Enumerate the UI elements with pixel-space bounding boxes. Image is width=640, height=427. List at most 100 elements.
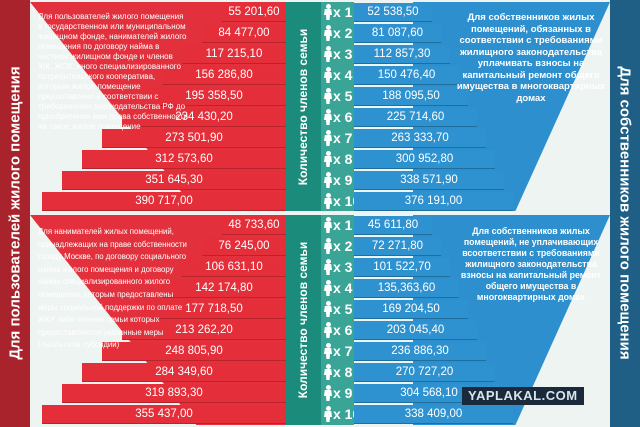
right-value-cell: 263 333,70 xyxy=(354,129,486,148)
family-members-cell: x 9 xyxy=(321,383,354,404)
left-value-cell: 234 430,20 xyxy=(122,108,286,127)
right-value: 263 333,70 xyxy=(391,132,449,144)
right-value-cell: 338 409,00 xyxy=(354,405,513,424)
family-members-cell: x 7 xyxy=(321,341,354,362)
member-count: x 10 xyxy=(333,193,361,209)
member-count: x 4 xyxy=(333,280,353,296)
person-icon xyxy=(324,130,332,146)
family-members-cell: x 2 xyxy=(321,23,354,44)
left-value-cell: 142 174,80 xyxy=(162,279,286,298)
member-count: x 10 xyxy=(333,406,361,422)
person-icon xyxy=(324,280,332,296)
left-value: 177 718,50 xyxy=(185,303,243,315)
person-icon xyxy=(324,88,332,104)
top-center-column: Количество членов семьи xyxy=(286,2,321,211)
member-count: x 1 xyxy=(333,217,353,233)
right-value: 338 409,00 xyxy=(404,408,463,420)
right-value-cell: 188 095,50 xyxy=(354,87,468,106)
top-left-description: Для пользователей жилого помещения в гос… xyxy=(38,12,188,131)
left-value-cell: 355 437,00 xyxy=(42,405,286,424)
left-value: 351 645,30 xyxy=(145,174,203,186)
right-value-cell: 225 714,60 xyxy=(354,108,477,127)
person-icon xyxy=(324,172,332,188)
person-icon xyxy=(324,343,332,359)
right-value: 188 095,50 xyxy=(382,90,440,102)
right-value: 169 204,50 xyxy=(382,303,440,315)
person-icon xyxy=(324,67,332,83)
right-value: 236 886,30 xyxy=(391,345,449,357)
member-count: x 6 xyxy=(333,322,353,338)
right-value: 376 191,00 xyxy=(404,195,463,207)
right-value: 45 611,80 xyxy=(367,219,419,231)
member-count: x 5 xyxy=(333,301,353,317)
left-value: 390 717,00 xyxy=(135,195,193,207)
left-value-cell: 312 573,60 xyxy=(82,150,286,169)
right-value-cell: 45 611,80 xyxy=(354,216,432,235)
right-value: 101 522,70 xyxy=(373,261,431,273)
member-count: x 5 xyxy=(333,88,353,104)
right-value: 300 952,80 xyxy=(395,153,454,165)
left-value: 248 805,90 xyxy=(165,345,223,357)
member-count: x 6 xyxy=(333,109,353,125)
family-members-cell: x 9 xyxy=(321,170,354,191)
table-row: 55 201,60 x 1 52 538,50 xyxy=(0,2,640,23)
person-icon xyxy=(324,259,332,275)
person-icon xyxy=(324,217,332,233)
right-value: 150 476,40 xyxy=(377,69,436,81)
person-icon xyxy=(324,46,332,62)
table-row: 195 358,50 x 5 188 095,50 xyxy=(0,86,640,107)
right-value-cell: 81 087,60 xyxy=(354,24,441,43)
family-members-cell: x 5 xyxy=(321,86,354,107)
left-value-cell: 84 477,00 xyxy=(202,24,286,43)
left-value-cell: 351 645,30 xyxy=(62,171,286,190)
right-band: Для собственников жилого помещения xyxy=(610,0,640,427)
left-value: 195 358,50 xyxy=(185,90,243,102)
left-value: 106 631,10 xyxy=(205,261,263,273)
left-value-cell: 248 805,90 xyxy=(102,342,286,361)
right-value: 304 568,10 xyxy=(400,387,458,399)
right-band-label: Для собственников жилого помещения xyxy=(616,66,634,360)
left-value: 117 215,10 xyxy=(205,48,263,60)
left-value: 284 349,60 xyxy=(155,366,213,378)
right-value: 81 087,60 xyxy=(371,27,424,39)
section-divider xyxy=(30,211,610,215)
right-value: 203 045,40 xyxy=(386,324,445,336)
person-icon xyxy=(324,385,332,401)
family-members-cell: x 8 xyxy=(321,362,354,383)
left-value-cell: 390 717,00 xyxy=(42,192,286,211)
right-value-cell: 52 538,50 xyxy=(354,3,432,22)
table-row: 106 631,10 x 3 101 522,70 xyxy=(0,257,640,278)
right-value-cell: 338 571,90 xyxy=(354,171,504,190)
family-members-cell: x 7 xyxy=(321,128,354,149)
family-members-cell: x 4 xyxy=(321,65,354,86)
left-band-label: Для пользователей жилого помещения xyxy=(6,66,24,360)
person-icon xyxy=(324,151,332,167)
member-count: x 9 xyxy=(333,385,353,401)
left-value: 355 437,00 xyxy=(135,408,193,420)
right-value: 338 571,90 xyxy=(400,174,458,186)
table-row: 76 245,00 x 2 72 271,80 xyxy=(0,236,640,257)
person-icon xyxy=(324,406,332,422)
person-icon xyxy=(324,301,332,317)
person-icon xyxy=(324,109,332,125)
left-value: 156 286,80 xyxy=(195,69,253,81)
left-value: 319 893,30 xyxy=(145,387,203,399)
family-members-cell: x 4 xyxy=(321,278,354,299)
family-members-cell: x 1 xyxy=(321,215,354,236)
left-value-cell: 213 262,20 xyxy=(122,321,286,340)
right-value-cell: 72 271,80 xyxy=(354,237,441,256)
left-value: 76 245,00 xyxy=(218,240,270,252)
right-value: 270 727,20 xyxy=(395,366,454,378)
family-members-cell: x 5 xyxy=(321,299,354,320)
right-value: 112 857,30 xyxy=(373,48,431,60)
table-row: 355 437,00 x 10 338 409,00 xyxy=(0,404,640,425)
left-value: 312 573,60 xyxy=(155,153,213,165)
member-count: x 8 xyxy=(333,364,353,380)
member-count: x 7 xyxy=(333,343,353,359)
left-value-cell: 319 893,30 xyxy=(62,384,286,403)
left-value: 48 733,60 xyxy=(228,219,280,231)
table-row: 48 733,60 x 1 45 611,80 xyxy=(0,215,640,236)
left-value-cell: 195 358,50 xyxy=(142,87,286,106)
left-value-cell: 177 718,50 xyxy=(142,300,286,319)
table-row: 177 718,50 x 5 169 204,50 xyxy=(0,299,640,320)
